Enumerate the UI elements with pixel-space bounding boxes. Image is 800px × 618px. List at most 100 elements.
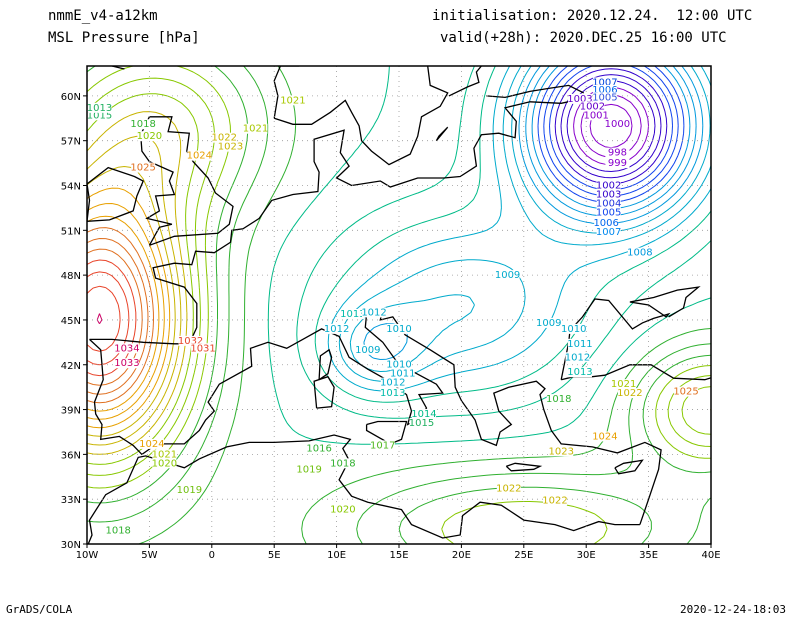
contour-label-bg <box>152 458 177 469</box>
y-tick-label: 51N <box>61 226 81 237</box>
contour-label: 1001 <box>583 110 608 121</box>
contour-label-bg <box>411 409 436 420</box>
contour-label: 1000 <box>605 119 630 130</box>
x-tick-label: 15E <box>389 550 408 561</box>
contour-label-bg <box>387 359 411 370</box>
x-tick-label: 5W <box>141 550 157 561</box>
isobar-1023 <box>87 111 711 455</box>
contour-label: 1011 <box>390 369 415 380</box>
isobar-1026 <box>87 187 171 429</box>
coastline <box>486 84 584 99</box>
contour-label: 1019 <box>296 464 321 475</box>
contour-label: 1002 <box>580 101 605 112</box>
contour-label-bg <box>565 352 590 363</box>
isobar-1025 <box>87 166 176 437</box>
contour-label-bg <box>594 217 619 228</box>
contour-label-bg <box>387 323 411 334</box>
contour-label-bg <box>592 92 617 103</box>
contour-label: 1012 <box>324 324 349 335</box>
contour-label: 1011 <box>567 339 592 350</box>
contour-label-bg <box>218 141 243 152</box>
y-tick-label: 33N <box>61 495 81 506</box>
contour-label-bg <box>243 123 268 134</box>
y-tick-label: 60N <box>61 92 81 103</box>
x-tick-label: 10W <box>76 550 99 561</box>
contour-label-bg <box>212 132 237 143</box>
contour-label-bg <box>370 440 395 451</box>
contour-label-bg <box>596 207 621 218</box>
contour-label: 1008 <box>627 248 652 259</box>
isobar-1015 <box>296 66 711 419</box>
contour-label-bg <box>280 95 305 106</box>
coastline <box>313 375 335 409</box>
contour-label-bg <box>114 343 139 354</box>
contour-label-bg <box>178 335 203 346</box>
contour-label: 1033 <box>114 358 139 369</box>
contour-label-bg <box>584 110 609 121</box>
contour-label-bg <box>114 358 139 369</box>
coastline <box>365 420 408 445</box>
contour-label: 1020 <box>137 131 162 142</box>
x-tick-label: 10E <box>327 550 346 561</box>
x-tick-label: 25E <box>514 550 533 561</box>
y-tick-label: 42N <box>61 361 81 372</box>
contour-label-bg <box>536 317 561 328</box>
contour-label-bg <box>297 464 322 475</box>
contour-label: 1016 <box>306 443 331 454</box>
y-tick-label: 36N <box>61 450 81 461</box>
contour-label-bg <box>580 101 605 112</box>
isobar-1006 <box>543 66 679 197</box>
contour-label-bg <box>496 483 521 494</box>
contour-label-bg <box>596 180 621 191</box>
contour-label: 1018 <box>130 119 155 130</box>
contour-label: 1013 <box>380 388 405 399</box>
isobar-1001 <box>573 87 649 166</box>
coastline <box>614 459 644 475</box>
contour-label-bg <box>567 367 592 378</box>
contour-label: 1025 <box>673 387 698 398</box>
contour-label-bg <box>137 131 162 142</box>
isobar-1035 <box>96 313 103 325</box>
coastline <box>89 308 662 525</box>
contour-label: 1018 <box>546 394 571 405</box>
contour-label-bg <box>605 147 630 158</box>
isobar-1027 <box>87 203 165 420</box>
contour-label-bg <box>549 446 574 457</box>
footer-software: GrADS/COLA <box>6 603 73 616</box>
y-tick-label: 54N <box>61 182 81 193</box>
contour-label: 1010 <box>561 324 586 335</box>
contour-label: 1020 <box>152 458 177 469</box>
contour-label-bg <box>177 485 202 496</box>
contour-label: 1010 <box>386 360 411 371</box>
contour-label: 1012 <box>361 307 386 318</box>
coastline <box>89 96 589 345</box>
coastline <box>318 348 333 381</box>
isobar-1007 <box>537 66 685 203</box>
contour-label: 1013 <box>340 309 365 320</box>
x-tick-label: 0 <box>209 550 215 561</box>
contour-label: 1018 <box>330 458 355 469</box>
contour-label: 1013 <box>567 367 592 378</box>
contour-label-bg <box>106 525 131 536</box>
contour-labels: 1034103310321031102510241023102210211020… <box>87 77 699 537</box>
init-time: initialisation: 2020.12.24. 12:00 UTC <box>432 8 753 24</box>
contour-label-bg <box>567 338 592 349</box>
contour-label: 1006 <box>592 85 617 96</box>
contour-label-bg <box>139 438 164 449</box>
contour-label-bg <box>355 344 380 355</box>
contour-label-bg <box>495 270 520 281</box>
contour-label-bg <box>380 377 405 388</box>
contour-label: 1015 <box>87 110 112 121</box>
x-tick-label: 20E <box>452 550 471 561</box>
contour-label: 1024 <box>139 439 164 450</box>
contour-label: 1003 <box>596 189 621 200</box>
contour-label-bg <box>605 158 630 169</box>
contour-label: 999 <box>608 158 627 169</box>
isobar-1012 <box>338 66 711 382</box>
contour-label-bg <box>567 93 592 104</box>
contour-label-bg <box>605 119 630 130</box>
contour-label: 1007 <box>596 227 621 238</box>
contour-label: 1007 <box>592 77 617 88</box>
coastline <box>87 166 145 222</box>
contour-label: 1012 <box>380 378 405 389</box>
